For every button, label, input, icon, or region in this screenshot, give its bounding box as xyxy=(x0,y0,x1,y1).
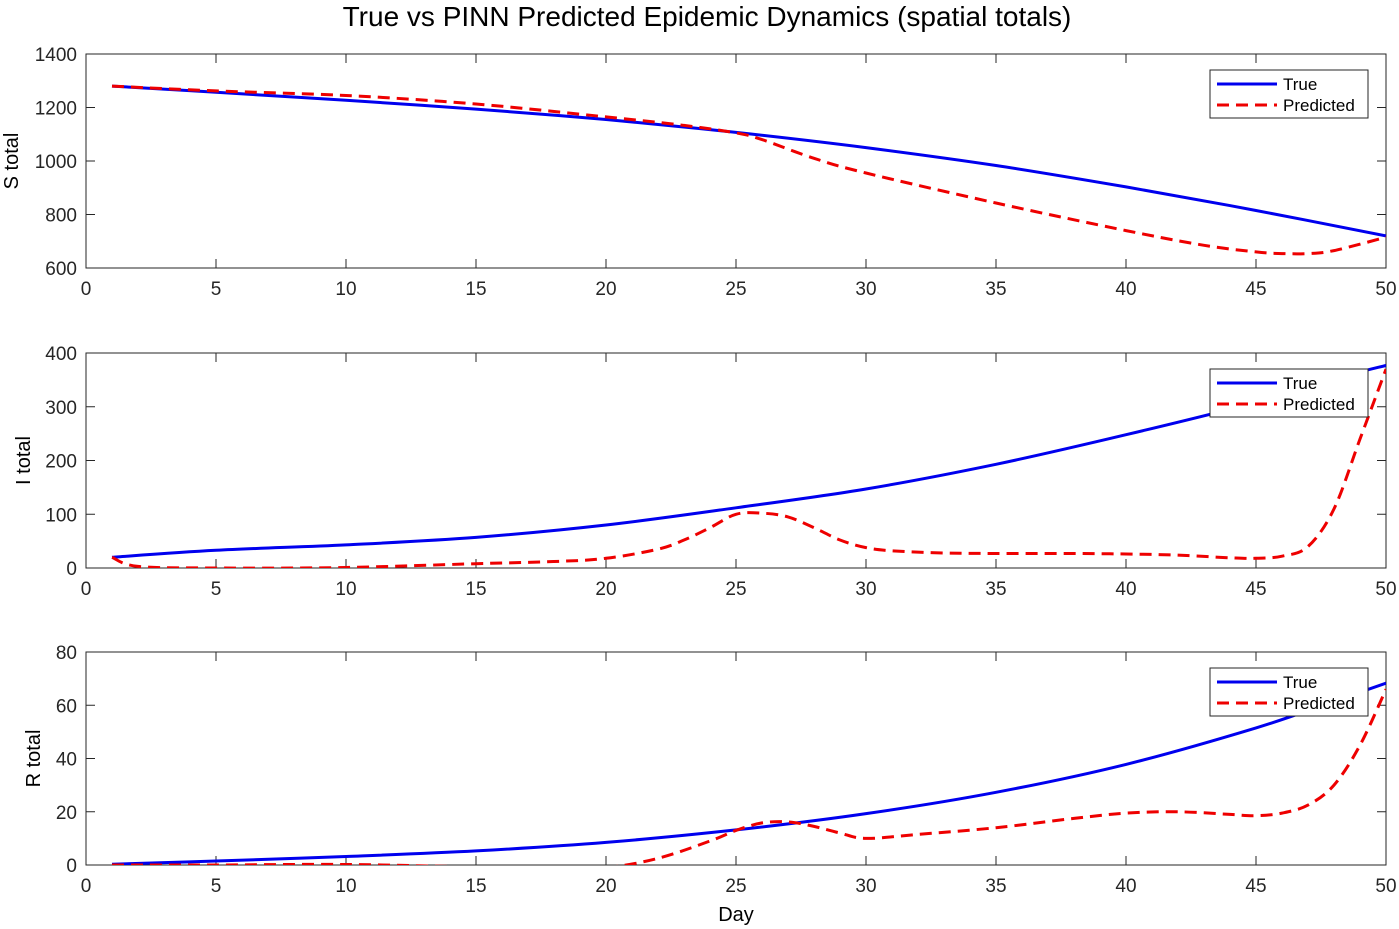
subplot-1: 0 5 10 15 20 25 30 35 40 45 50 600 800 1000 1200 1400 S … xyxy=(1,45,1397,300)
x-tick-label: 30 xyxy=(855,876,876,897)
x-tick-label: 25 xyxy=(725,579,746,600)
axes-box xyxy=(85,352,1387,569)
x-tick-label: 10 xyxy=(335,579,356,600)
x-tick-label: 30 xyxy=(855,579,876,600)
x-tick-label: 30 xyxy=(855,279,876,300)
legend-label-predicted: Predicted xyxy=(1283,694,1355,713)
legend-box xyxy=(1209,368,1369,418)
x-tick-label: 50 xyxy=(1375,876,1396,897)
x-tick-label: 20 xyxy=(595,579,616,600)
y-tick-label: 400 xyxy=(45,344,77,365)
series-line-true xyxy=(111,84,1386,238)
legend: True Predicted xyxy=(1209,69,1369,119)
y-tick-label: 1200 xyxy=(35,99,77,120)
series-group xyxy=(111,84,1386,256)
subplot-3: 0 5 10 15 20 25 30 35 40 45 50 0 20 40 60 80 R total Day T… xyxy=(23,643,1397,926)
x-tick-label: 5 xyxy=(211,279,222,300)
axes-box xyxy=(85,651,1387,866)
x-tick-label: 35 xyxy=(985,279,1006,300)
legend: True Predicted xyxy=(1209,368,1369,418)
y-tick-label: 800 xyxy=(45,206,77,227)
y-tick-label: 20 xyxy=(56,803,77,824)
y-tick-label: 80 xyxy=(56,643,77,664)
figure-title: True vs PINN Predicted Epidemic Dynamics… xyxy=(343,1,1072,32)
y-tick-label: 0 xyxy=(66,559,77,580)
y-tick-label: 40 xyxy=(56,750,77,771)
x-axis-label: Day xyxy=(718,904,754,926)
series-line-true xyxy=(111,363,1386,559)
x-tick-label: 45 xyxy=(1245,279,1266,300)
legend-label-true: True xyxy=(1283,673,1317,692)
x-tick-label: 50 xyxy=(1375,279,1396,300)
legend-label-predicted: Predicted xyxy=(1283,395,1355,414)
y-tick-label: 60 xyxy=(56,696,77,717)
x-tick-label: 10 xyxy=(335,876,356,897)
x-tick-label: 20 xyxy=(595,876,616,897)
x-tick-label: 45 xyxy=(1245,579,1266,600)
subplots-container: 0 5 10 15 20 25 30 35 40 45 50600800100012001400S … xyxy=(1,45,1397,926)
legend-box xyxy=(1209,667,1369,717)
x-tick-label: 40 xyxy=(1115,279,1136,300)
y-tick-label: 600 xyxy=(45,259,77,280)
x-tick-label: 35 xyxy=(985,876,1006,897)
y-tick-label: 100 xyxy=(45,505,77,526)
x-tick-label: 20 xyxy=(595,279,616,300)
legend: True Predicted xyxy=(1209,667,1369,717)
subplot-2: 0 5 10 15 20 25 30 35 40 45 50 0 100 200 300 400 I total… xyxy=(13,344,1397,600)
series-group xyxy=(111,363,1386,568)
x-tick-label: 10 xyxy=(335,279,356,300)
x-tick-label: 25 xyxy=(725,876,746,897)
x-tick-label: 25 xyxy=(725,279,746,300)
y-tick-label: 200 xyxy=(45,452,77,473)
axes-box xyxy=(85,53,1387,269)
legend-label-true: True xyxy=(1283,374,1317,393)
x-tick-label: 40 xyxy=(1115,876,1136,897)
x-tick-label: 15 xyxy=(465,579,486,600)
x-tick-label: 15 xyxy=(465,876,486,897)
y-axis-label: S total xyxy=(1,133,23,190)
x-tick-label: 0 xyxy=(81,579,92,600)
x-tick-label: 50 xyxy=(1375,579,1396,600)
series-group xyxy=(111,681,1386,865)
x-tick-label: 0 xyxy=(81,876,92,897)
legend-label-true: True xyxy=(1283,75,1317,94)
y-tick-label: 1400 xyxy=(35,45,77,66)
x-tick-label: 5 xyxy=(211,876,222,897)
y-axis-label: R total xyxy=(23,730,45,788)
x-tick-label: 35 xyxy=(985,579,1006,600)
x-tick-label: 15 xyxy=(465,279,486,300)
series-line-predicted xyxy=(111,84,1386,256)
x-tick-label: 5 xyxy=(211,579,222,600)
y-tick-label: 300 xyxy=(45,398,77,419)
y-tick-label: 1000 xyxy=(35,152,77,173)
y-axis-label: I total xyxy=(13,436,35,485)
series-line-predicted xyxy=(112,688,1386,865)
legend-label-predicted: Predicted xyxy=(1283,96,1355,115)
series-line-predicted xyxy=(111,368,1386,568)
y-tick-label: 0 xyxy=(66,856,77,877)
x-tick-label: 45 xyxy=(1245,876,1266,897)
legend-box xyxy=(1209,69,1369,119)
series-line-true xyxy=(111,681,1386,865)
x-tick-label: 0 xyxy=(81,279,92,300)
x-tick-label: 40 xyxy=(1115,579,1136,600)
